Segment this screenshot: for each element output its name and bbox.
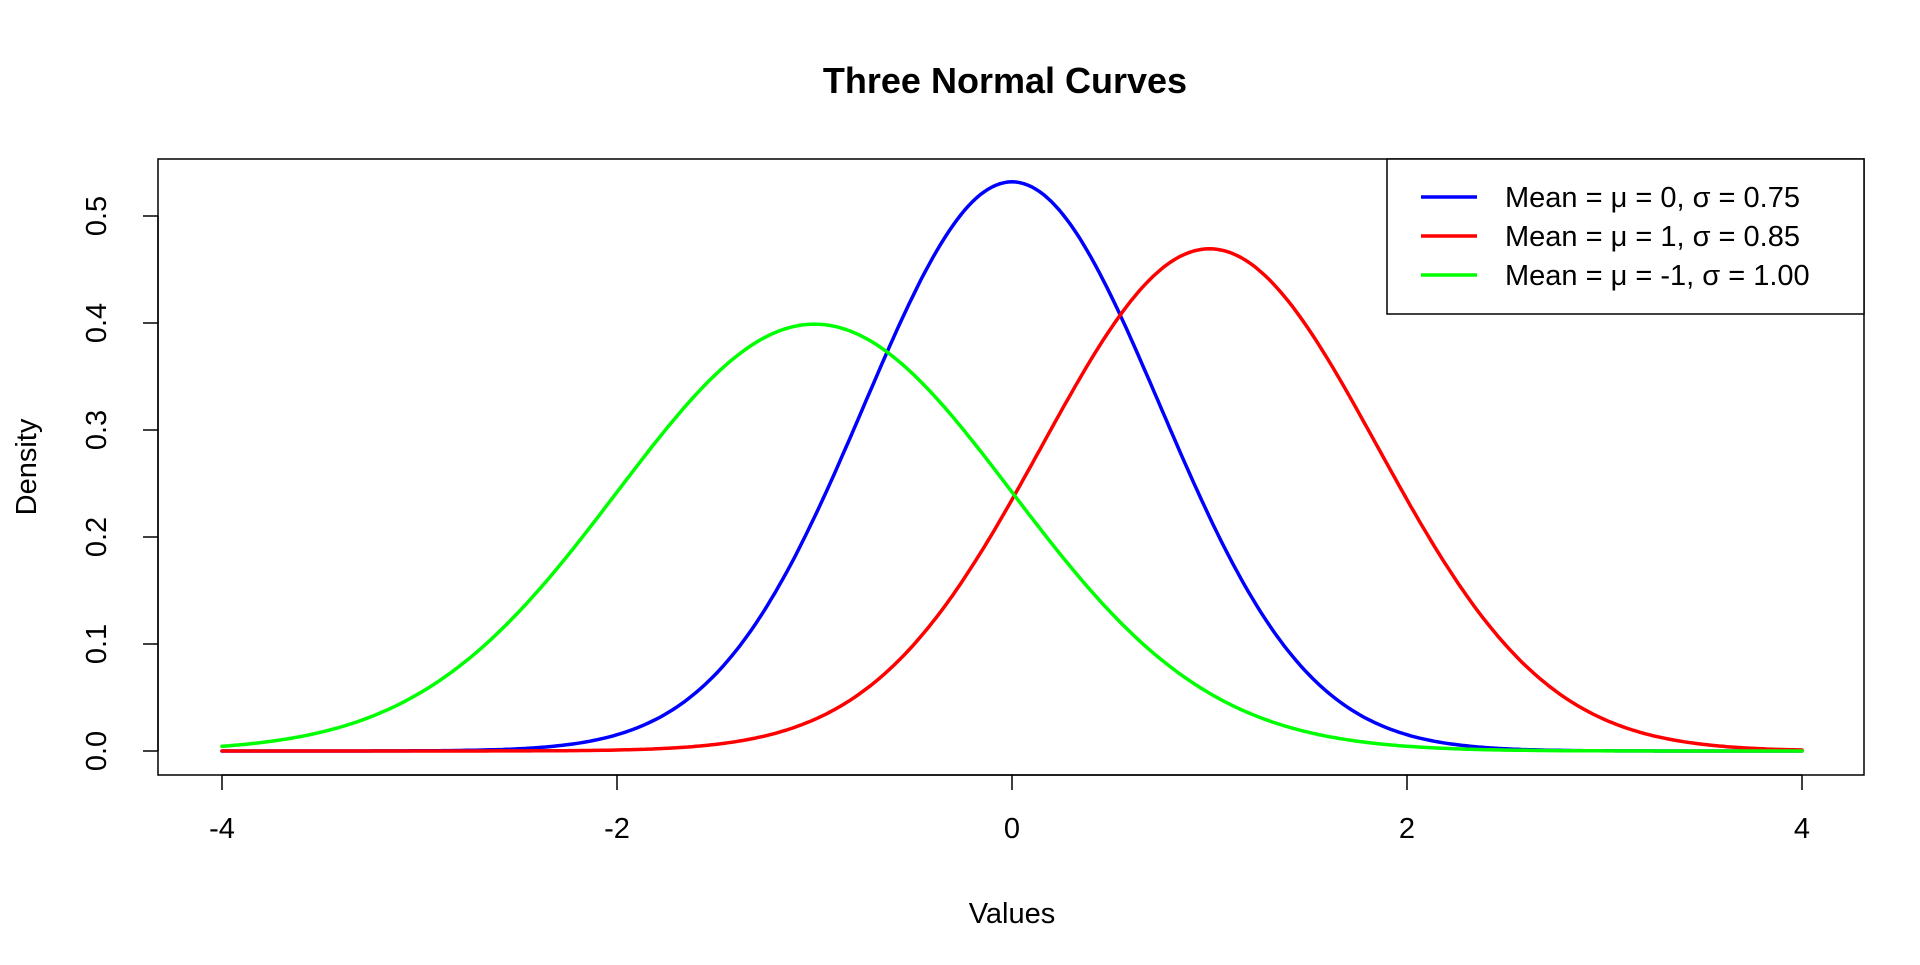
x-tick-label: -2 — [604, 813, 630, 845]
y-axis-label: Density — [11, 418, 43, 515]
y-axis: 0.0 0.1 0.2 0.3 0.4 0.5 — [81, 196, 159, 771]
x-axis: -4 -2 0 2 4 — [209, 774, 1810, 845]
x-tick-label: 0 — [1004, 813, 1020, 845]
chart-title: Three Normal Curves — [823, 60, 1187, 101]
y-tick-label: 0.1 — [81, 624, 113, 664]
x-axis-label: Values — [969, 898, 1056, 930]
y-tick-label: 0.5 — [81, 196, 113, 236]
legend-label: Mean = μ = 0, σ = 0.75 — [1505, 182, 1800, 214]
x-tick-label: 2 — [1399, 813, 1415, 845]
x-tick-label: -4 — [209, 813, 235, 845]
x-tick-label: 4 — [1794, 813, 1810, 845]
y-tick-label: 0.0 — [81, 731, 113, 771]
series-line-red — [220, 247, 1804, 753]
series-line-green — [220, 322, 1804, 753]
legend-label: Mean = μ = 1, σ = 0.85 — [1505, 221, 1800, 253]
y-tick-label: 0.2 — [81, 517, 113, 557]
legend: Mean = μ = 0, σ = 0.75 Mean = μ = 1, σ = … — [1386, 158, 1865, 315]
y-tick-label: 0.3 — [81, 410, 113, 450]
y-tick-label: 0.4 — [81, 303, 113, 343]
series-layer — [220, 180, 1804, 753]
legend-label: Mean = μ = -1, σ = 1.00 — [1505, 260, 1810, 292]
